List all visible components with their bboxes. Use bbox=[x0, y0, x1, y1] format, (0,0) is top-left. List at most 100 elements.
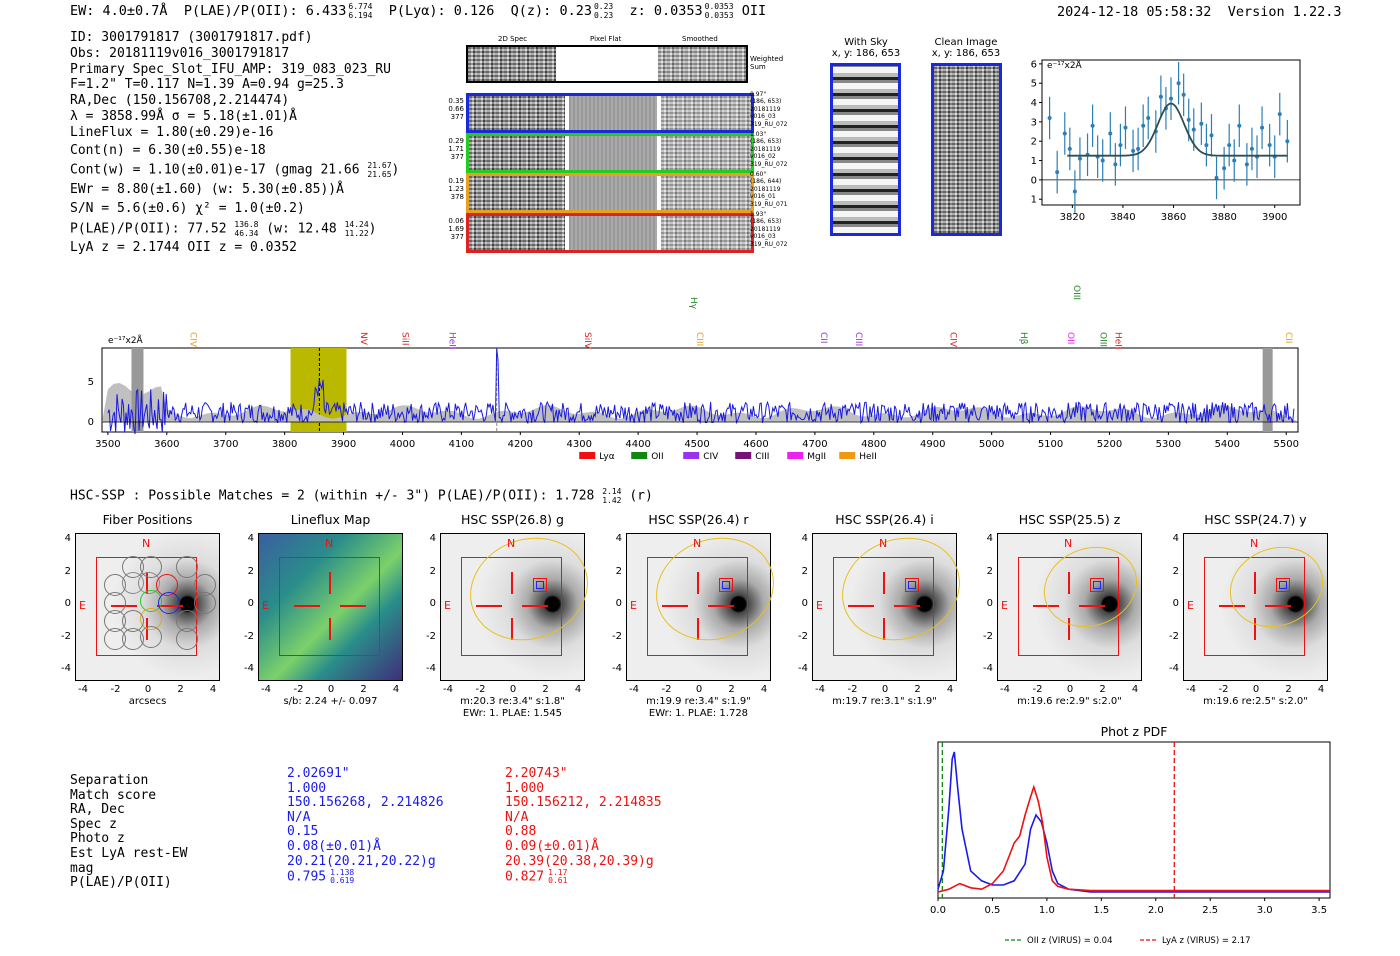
match-label: Separation bbox=[70, 773, 149, 788]
east-label: E bbox=[1001, 599, 1008, 612]
hsc-x-tick: 0 bbox=[327, 684, 335, 695]
legend-entry: CIII bbox=[735, 452, 769, 462]
pdf-x-tick: 1.0 bbox=[1039, 905, 1055, 916]
crosshair bbox=[1079, 605, 1105, 607]
row-left-value: 378 bbox=[450, 193, 464, 201]
match-value: 0.795 1.138 0.619 bbox=[287, 868, 355, 886]
contw-hi: 21.67 bbox=[367, 161, 392, 171]
row-2dspec bbox=[469, 176, 565, 210]
row-right-value: 1.93" bbox=[750, 211, 767, 218]
east-label: E bbox=[630, 599, 637, 612]
pdf-series bbox=[937, 784, 1330, 893]
plae-w: (w: 12.48 bbox=[266, 221, 337, 237]
row-left-value: 0.19 bbox=[448, 177, 464, 185]
spec-y-tick: 0 bbox=[88, 417, 94, 428]
crosshair bbox=[1254, 572, 1256, 594]
z-hi: 0.0353 bbox=[704, 2, 734, 11]
crosshair bbox=[1068, 572, 1070, 594]
spec-x-tick: 4500 bbox=[684, 439, 709, 450]
z-lo: 0.0353 bbox=[704, 11, 734, 20]
match-label: Spec z bbox=[70, 816, 117, 832]
match-value: 1.000 bbox=[287, 780, 327, 796]
info-lyaz: LyA z = 2.1744 OII z = 0.0352 bbox=[70, 239, 297, 255]
fit-point bbox=[1227, 123, 1232, 167]
hsc-y-tick: -2 bbox=[1169, 630, 1179, 642]
spec-x-tick: 4400 bbox=[625, 439, 650, 450]
hsc-y-tick: 4 bbox=[64, 533, 71, 544]
hsc-y-tick: 0 bbox=[64, 598, 71, 609]
legend-entry: CIV bbox=[683, 452, 719, 462]
match-value: 0.88 bbox=[505, 824, 537, 840]
fiber-circle bbox=[158, 592, 180, 614]
hsc-x-tick: -2 bbox=[1032, 684, 1043, 695]
match2-values: 2.20743" 1.000 150.156212, 2.214835 N/A 0.88… bbox=[505, 766, 662, 885]
hsc-x-tick: 2 bbox=[542, 684, 549, 695]
fit-point bbox=[1244, 143, 1249, 186]
emission-line-label: CIV bbox=[947, 332, 957, 348]
match-value: 0.08(±0.01)Å bbox=[287, 838, 381, 854]
match-value: 2.02691" bbox=[287, 766, 350, 781]
hsc-x-tick: -4 bbox=[261, 684, 271, 695]
row-pixelflat bbox=[569, 96, 657, 130]
fit-point bbox=[1108, 112, 1113, 155]
north-label: N bbox=[507, 537, 516, 550]
match-value: 150.156268, 2.214826 bbox=[287, 795, 444, 811]
row-right-value: 1.03" bbox=[750, 131, 767, 138]
source-box-blue bbox=[722, 581, 730, 589]
emission-line-label: Hβ bbox=[1018, 332, 1028, 345]
fiber-circle bbox=[140, 556, 162, 578]
spec-x-tick: 4300 bbox=[566, 439, 591, 450]
match-value: 0.09(±0.01)Å bbox=[505, 838, 599, 854]
spec-row bbox=[466, 93, 754, 133]
svg-text:MgII: MgII bbox=[807, 452, 826, 462]
row-gap bbox=[657, 96, 661, 130]
east-label: E bbox=[79, 599, 86, 612]
photz-pdf: Phot z PDF 0.0 0.5 1.0 1.5 2.0 2.5 3.0 3.5 OII z … bbox=[930, 722, 1340, 952]
hsc-y-tick: 4 bbox=[986, 533, 993, 544]
weighted-sum-row bbox=[466, 45, 748, 83]
hsc-y-tick: -2 bbox=[798, 630, 808, 642]
match-label: Est LyA rest-EW bbox=[70, 845, 188, 861]
hsc-y-tick: 0 bbox=[615, 598, 622, 609]
fit-y-tick: 2 bbox=[1031, 137, 1037, 148]
fit-point bbox=[1047, 96, 1052, 140]
row-right-value: v016_02 bbox=[750, 153, 776, 161]
hsc-y-tick: 2 bbox=[247, 565, 254, 577]
fit-point bbox=[1077, 137, 1082, 180]
hsc-x-tick: 2 bbox=[914, 684, 921, 695]
pdf-x-tick: 1.5 bbox=[1093, 905, 1109, 916]
east-label: E bbox=[444, 599, 451, 612]
fit-point bbox=[1199, 102, 1204, 146]
hsc-x-tick: 4 bbox=[1131, 684, 1139, 695]
sky-title-block: With Sky x, y: 186, 653 bbox=[830, 37, 902, 59]
line-fit-svg: 3820 3840 3860 3880 3900 6 5 4 3 2 1 0 -1 bbox=[1027, 59, 1301, 223]
hsc-x-tick: -2 bbox=[475, 684, 486, 695]
hsc-x-tick: 4 bbox=[946, 684, 954, 695]
crosshair bbox=[708, 605, 734, 607]
pdf-x-tick: 2.5 bbox=[1202, 905, 1218, 916]
east-label: E bbox=[816, 599, 823, 612]
timestamp-version: 2024-12-18 05:58:32 Version 1.22.3 bbox=[1057, 4, 1342, 20]
fit-units: e⁻¹⁷x2Å bbox=[1047, 61, 1082, 71]
crosshair bbox=[1219, 605, 1245, 607]
match-label: RA, Dec bbox=[70, 802, 125, 818]
row-right-value: 20181119 bbox=[750, 145, 781, 153]
hsc-caption: m:19.7 re:3.1" s:1.9" bbox=[832, 696, 937, 707]
source-box-red bbox=[533, 578, 547, 592]
hsc-y-tick: 4 bbox=[247, 533, 254, 544]
hsc-y-tick: -4 bbox=[426, 663, 436, 674]
hsc-y-tick: -2 bbox=[426, 630, 436, 642]
row-right-value: 319_RU_072 bbox=[750, 240, 788, 248]
pdf-x-tick: 3.0 bbox=[1257, 905, 1273, 916]
fit-x-tick: 3880 bbox=[1211, 212, 1236, 223]
row-right-stats: 1.03" (186, 653) 20181119 v016_02 319_RU_072 bbox=[750, 131, 796, 168]
row-gap bbox=[657, 216, 661, 250]
aperture-box bbox=[647, 557, 748, 656]
match-label: mag bbox=[70, 860, 94, 876]
hsc-x-tick: 4 bbox=[574, 684, 582, 695]
crosshair bbox=[1033, 605, 1059, 607]
hsc-y-tick: -4 bbox=[983, 663, 993, 674]
info-plae: P(LAE)/P(OII): 77.52 136.8 46.34 (w: 12.4… bbox=[70, 220, 399, 238]
hsc-y-tick: -2 bbox=[612, 630, 622, 642]
